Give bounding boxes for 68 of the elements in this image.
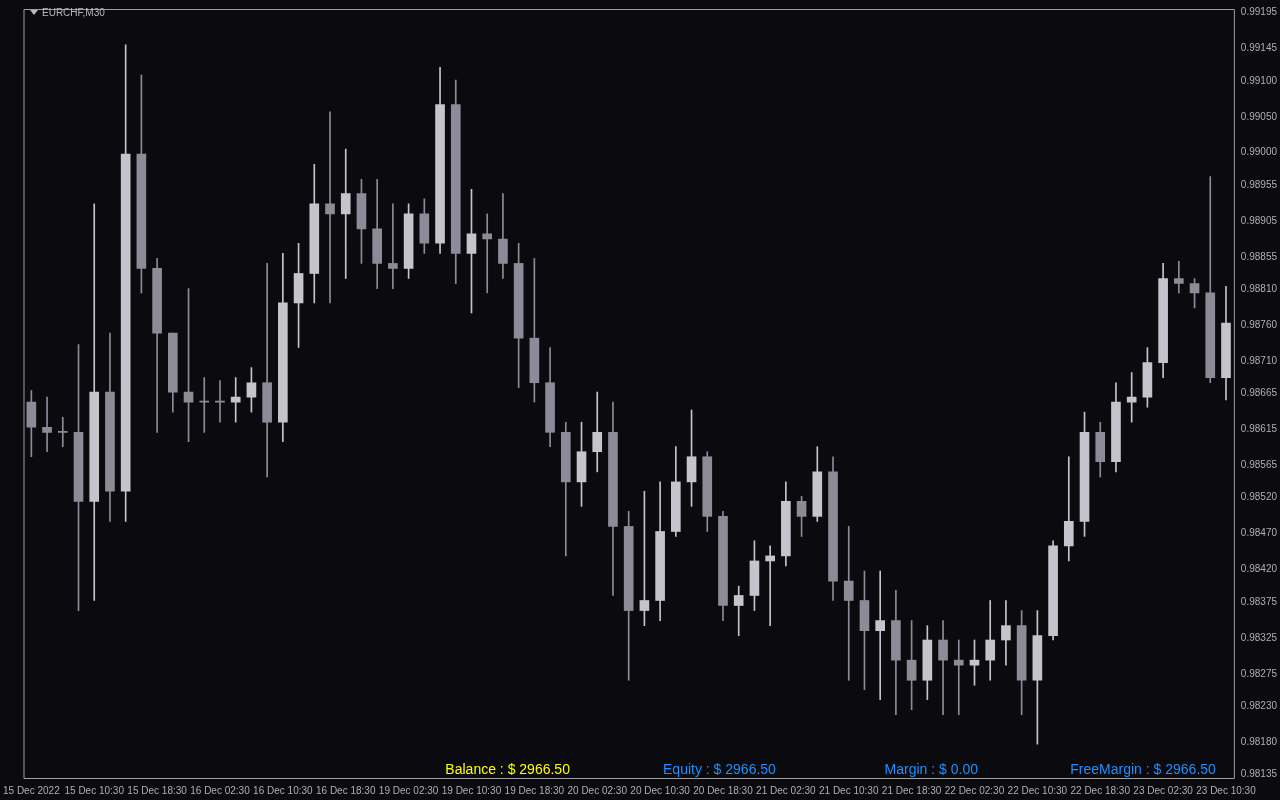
candlestick xyxy=(592,391,603,473)
y-tick-label: 0.98855 xyxy=(1240,250,1278,262)
y-tick-label: 0.98230 xyxy=(1240,699,1278,711)
y-tick-label: 0.98135 xyxy=(1240,768,1278,780)
candlestick xyxy=(953,639,964,716)
x-tick-label: 19 Dec 18:30 xyxy=(504,784,565,796)
x-tick-label: 20 Dec 10:30 xyxy=(630,784,691,796)
x-tick-label: 21 Dec 02:30 xyxy=(756,784,817,796)
x-tick-label: 20 Dec 02:30 xyxy=(567,784,628,796)
x-tick-label: 22 Dec 02:30 xyxy=(944,784,1005,796)
candlestick xyxy=(42,396,52,453)
x-tick-label: 16 Dec 10:30 xyxy=(253,784,314,796)
y-tick-label: 0.99050 xyxy=(1240,110,1278,122)
x-tick-label: 23 Dec 02:30 xyxy=(1133,784,1194,796)
candlestick xyxy=(875,570,886,700)
x-tick-label: 15 Dec 18:30 xyxy=(127,784,188,796)
candlestick xyxy=(1063,456,1074,562)
candlestick xyxy=(57,416,68,448)
x-tick-label: 21 Dec 10:30 xyxy=(818,784,879,796)
x-tick-label: 16 Dec 18:30 xyxy=(315,784,376,796)
y-tick-label: 0.98565 xyxy=(1240,459,1278,471)
y-tick-label: 0.98375 xyxy=(1240,595,1278,607)
y-tick-label: 0.98615 xyxy=(1240,423,1278,435)
candlestick xyxy=(843,526,854,681)
candlestick xyxy=(388,203,398,289)
x-tick-label: 15 Dec 2022 xyxy=(3,784,61,796)
y-tick-label: 0.98955 xyxy=(1240,178,1278,190)
x-tick-label: 22 Dec 18:30 xyxy=(1070,784,1131,796)
y-tick-label: 0.98665 xyxy=(1240,387,1278,399)
x-tick-label: 19 Dec 02:30 xyxy=(378,784,439,796)
y-tick-label: 0.98520 xyxy=(1240,491,1278,503)
x-tick-label: 23 Dec 10:30 xyxy=(1196,784,1257,796)
x-tick-label: 21 Dec 18:30 xyxy=(881,784,942,796)
y-tick-label: 0.98760 xyxy=(1240,318,1278,330)
candlestick xyxy=(482,213,493,294)
annotation: Margin : $ 0.00 xyxy=(884,760,979,777)
candlestick xyxy=(1126,372,1137,423)
candlestick xyxy=(1001,600,1011,666)
annotation: Equity : $ 2966.50 xyxy=(663,760,777,777)
y-tick-label: 0.98420 xyxy=(1240,563,1278,575)
y-tick-label: 0.99145 xyxy=(1240,42,1278,54)
candlestick xyxy=(325,111,335,304)
y-tick-label: 0.98905 xyxy=(1240,214,1278,226)
chart-title: EURCHF,M30 xyxy=(42,7,105,18)
y-tick-label: 0.98325 xyxy=(1240,631,1278,643)
annotation: FreeMargin : $ 2966.50 xyxy=(1070,760,1217,777)
y-tick-label: 0.99195 xyxy=(1240,6,1278,18)
y-tick-label: 0.98470 xyxy=(1240,527,1278,539)
candlestick xyxy=(765,545,775,626)
y-tick-label: 0.98710 xyxy=(1240,354,1278,366)
y-tick-label: 0.98810 xyxy=(1240,283,1278,295)
y-tick-label: 0.98275 xyxy=(1240,667,1278,679)
x-tick-label: 16 Dec 02:30 xyxy=(190,784,251,796)
candlestick xyxy=(230,377,241,423)
annotation: Balance : $ 2966.50 xyxy=(445,760,571,777)
candlestick xyxy=(1174,260,1184,294)
candlestick xyxy=(985,600,996,681)
x-tick-label: 20 Dec 18:30 xyxy=(693,784,754,796)
y-tick-label: 0.99000 xyxy=(1240,146,1278,158)
y-tick-label: 0.99100 xyxy=(1240,74,1278,86)
candlestick xyxy=(262,263,272,478)
x-tick-label: 22 Dec 10:30 xyxy=(1007,784,1068,796)
candlestick xyxy=(938,620,948,716)
x-tick-label: 15 Dec 10:30 xyxy=(64,784,125,796)
y-tick-label: 0.98180 xyxy=(1240,735,1278,747)
x-tick-label: 19 Dec 10:30 xyxy=(441,784,502,796)
candlestick xyxy=(733,585,744,637)
candlestick xyxy=(340,148,351,279)
